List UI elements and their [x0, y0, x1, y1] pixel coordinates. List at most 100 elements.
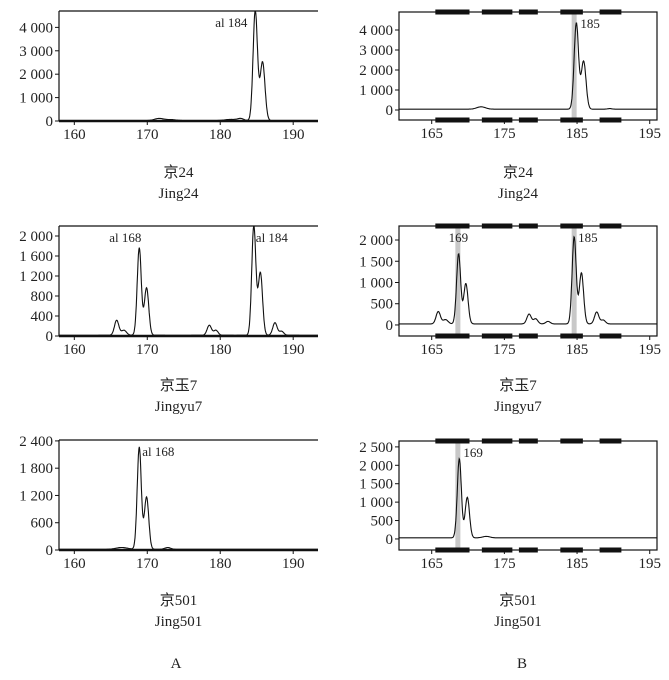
- caption-chinese: 京501: [160, 592, 198, 609]
- signal-trace: [59, 10, 318, 122]
- bin-marker: [481, 438, 513, 444]
- y-tick-label: 1 500: [359, 477, 393, 493]
- y-tick-label: 2 000: [19, 67, 53, 83]
- bin-marker: [518, 438, 538, 444]
- y-tick-label: 3 000: [359, 43, 393, 59]
- caption-english: Jing24: [498, 186, 539, 202]
- allele-highlight: [455, 441, 461, 550]
- caption-chinese: 京玉7: [160, 377, 198, 394]
- bin-marker: [560, 223, 583, 229]
- bin-marker: [599, 117, 622, 123]
- y-tick-label: 400: [31, 309, 54, 325]
- caption-english: Jing501: [494, 614, 542, 630]
- x-tick-label: 160: [63, 127, 86, 143]
- y-tick-label: 0: [46, 329, 54, 345]
- x-tick-label: 180: [209, 556, 232, 572]
- panel-A-1: 160 170 180 190 0 1 000 2 000 3 000 4 000 al 184 京…: [19, 10, 318, 202]
- bin-marker: [560, 9, 583, 15]
- y-tick-label: 0: [46, 114, 54, 130]
- bin-marker: [435, 438, 470, 444]
- signal-trace: [59, 446, 318, 550]
- y-tick-label: 2 000: [359, 233, 393, 249]
- bin-marker: [481, 223, 513, 229]
- bin-marker: [435, 117, 470, 123]
- signal-trace: [399, 22, 657, 110]
- panel-A-3: 160 170 180 190 0 600 1 200 1 800 2 400 al 168 京50…: [19, 434, 318, 630]
- plot-frame: [398, 225, 658, 337]
- caption-chinese: 京玉7: [499, 377, 537, 394]
- y-tick-label: 0: [386, 318, 394, 334]
- bin-marker: [560, 117, 583, 123]
- y-tick-label: 1 000: [359, 495, 393, 511]
- x-tick-label: 195: [638, 556, 661, 572]
- y-tick-label: 3 000: [19, 44, 53, 60]
- bin-marker: [481, 333, 513, 339]
- caption-english: Jing24: [158, 186, 199, 202]
- x-tick-label: 165: [420, 556, 443, 572]
- y-tick-label: 1 000: [359, 83, 393, 99]
- allele-label: al 168: [109, 230, 141, 245]
- bin-marker: [560, 438, 583, 444]
- allele-label: 185: [580, 16, 600, 31]
- x-tick-label: 185: [566, 556, 589, 572]
- y-tick-label: 500: [371, 514, 394, 530]
- y-tick-label: 2 000: [359, 63, 393, 79]
- bin-marker: [599, 333, 622, 339]
- y-tick-label: 2 000: [19, 229, 53, 245]
- y-tick-label: 800: [31, 289, 54, 305]
- allele-label: al 168: [142, 444, 174, 459]
- x-tick-label: 195: [638, 126, 661, 142]
- bin-marker: [560, 547, 583, 553]
- x-tick-label: 165: [420, 342, 443, 358]
- plot-frame: [398, 440, 658, 551]
- x-tick-label: 195: [638, 342, 661, 358]
- bin-marker: [481, 9, 513, 15]
- y-tick-label: 1 000: [359, 275, 393, 291]
- plot-frame: [398, 11, 658, 121]
- y-tick-label: 600: [31, 516, 54, 532]
- y-tick-label: 1 000: [19, 91, 53, 107]
- bin-marker: [435, 223, 470, 229]
- panel-A-2: 160 170 180 190 0 400 800 1 200 1 600 2 000 al 168…: [19, 225, 318, 415]
- bin-marker: [435, 9, 470, 15]
- bin-marker: [599, 223, 622, 229]
- y-tick-label: 1 600: [19, 249, 53, 265]
- x-tick-label: 170: [136, 342, 159, 358]
- bin-marker: [518, 117, 538, 123]
- x-tick-label: 160: [63, 342, 86, 358]
- bin-marker: [518, 9, 538, 15]
- bin-marker: [599, 547, 622, 553]
- caption-chinese: 京24: [163, 164, 194, 181]
- x-tick-label: 190: [282, 342, 305, 358]
- allele-label: 169: [463, 445, 483, 460]
- x-tick-label: 190: [282, 556, 305, 572]
- caption-chinese: 京24: [503, 164, 534, 181]
- x-tick-label: 170: [136, 127, 159, 143]
- y-tick-label: 0: [46, 543, 54, 559]
- x-tick-label: 185: [566, 126, 589, 142]
- y-tick-label: 4 000: [359, 23, 393, 39]
- x-tick-label: 190: [282, 127, 305, 143]
- caption-english: Jing501: [155, 614, 203, 630]
- x-tick-label: 170: [136, 556, 159, 572]
- panel-label-a: A: [171, 656, 182, 672]
- bin-marker: [599, 438, 622, 444]
- allele-label: al 184: [256, 230, 289, 245]
- y-tick-label: 2 000: [359, 458, 393, 474]
- allele-label: 169: [449, 230, 469, 245]
- bin-marker: [481, 117, 513, 123]
- x-tick-label: 175: [493, 556, 516, 572]
- y-tick-label: 1 200: [19, 488, 53, 504]
- panel-B-2: 165 175 185 195 0 500 1 000 1 500 2 000 169 185 京玉7…: [359, 223, 661, 415]
- x-tick-label: 175: [493, 126, 516, 142]
- x-tick-label: 160: [63, 556, 86, 572]
- y-tick-label: 4 000: [19, 20, 53, 36]
- bin-marker: [435, 333, 470, 339]
- caption-english: Jingyu7: [494, 399, 542, 415]
- y-tick-label: 2 500: [359, 440, 393, 456]
- allele-label: al 184: [215, 15, 248, 30]
- allele-highlight: [571, 226, 577, 336]
- y-tick-label: 2 400: [19, 434, 53, 450]
- panel-B-3: 165 175 185 195 0 500 1 000 1 500 2 000 2 500 169 京…: [359, 438, 661, 630]
